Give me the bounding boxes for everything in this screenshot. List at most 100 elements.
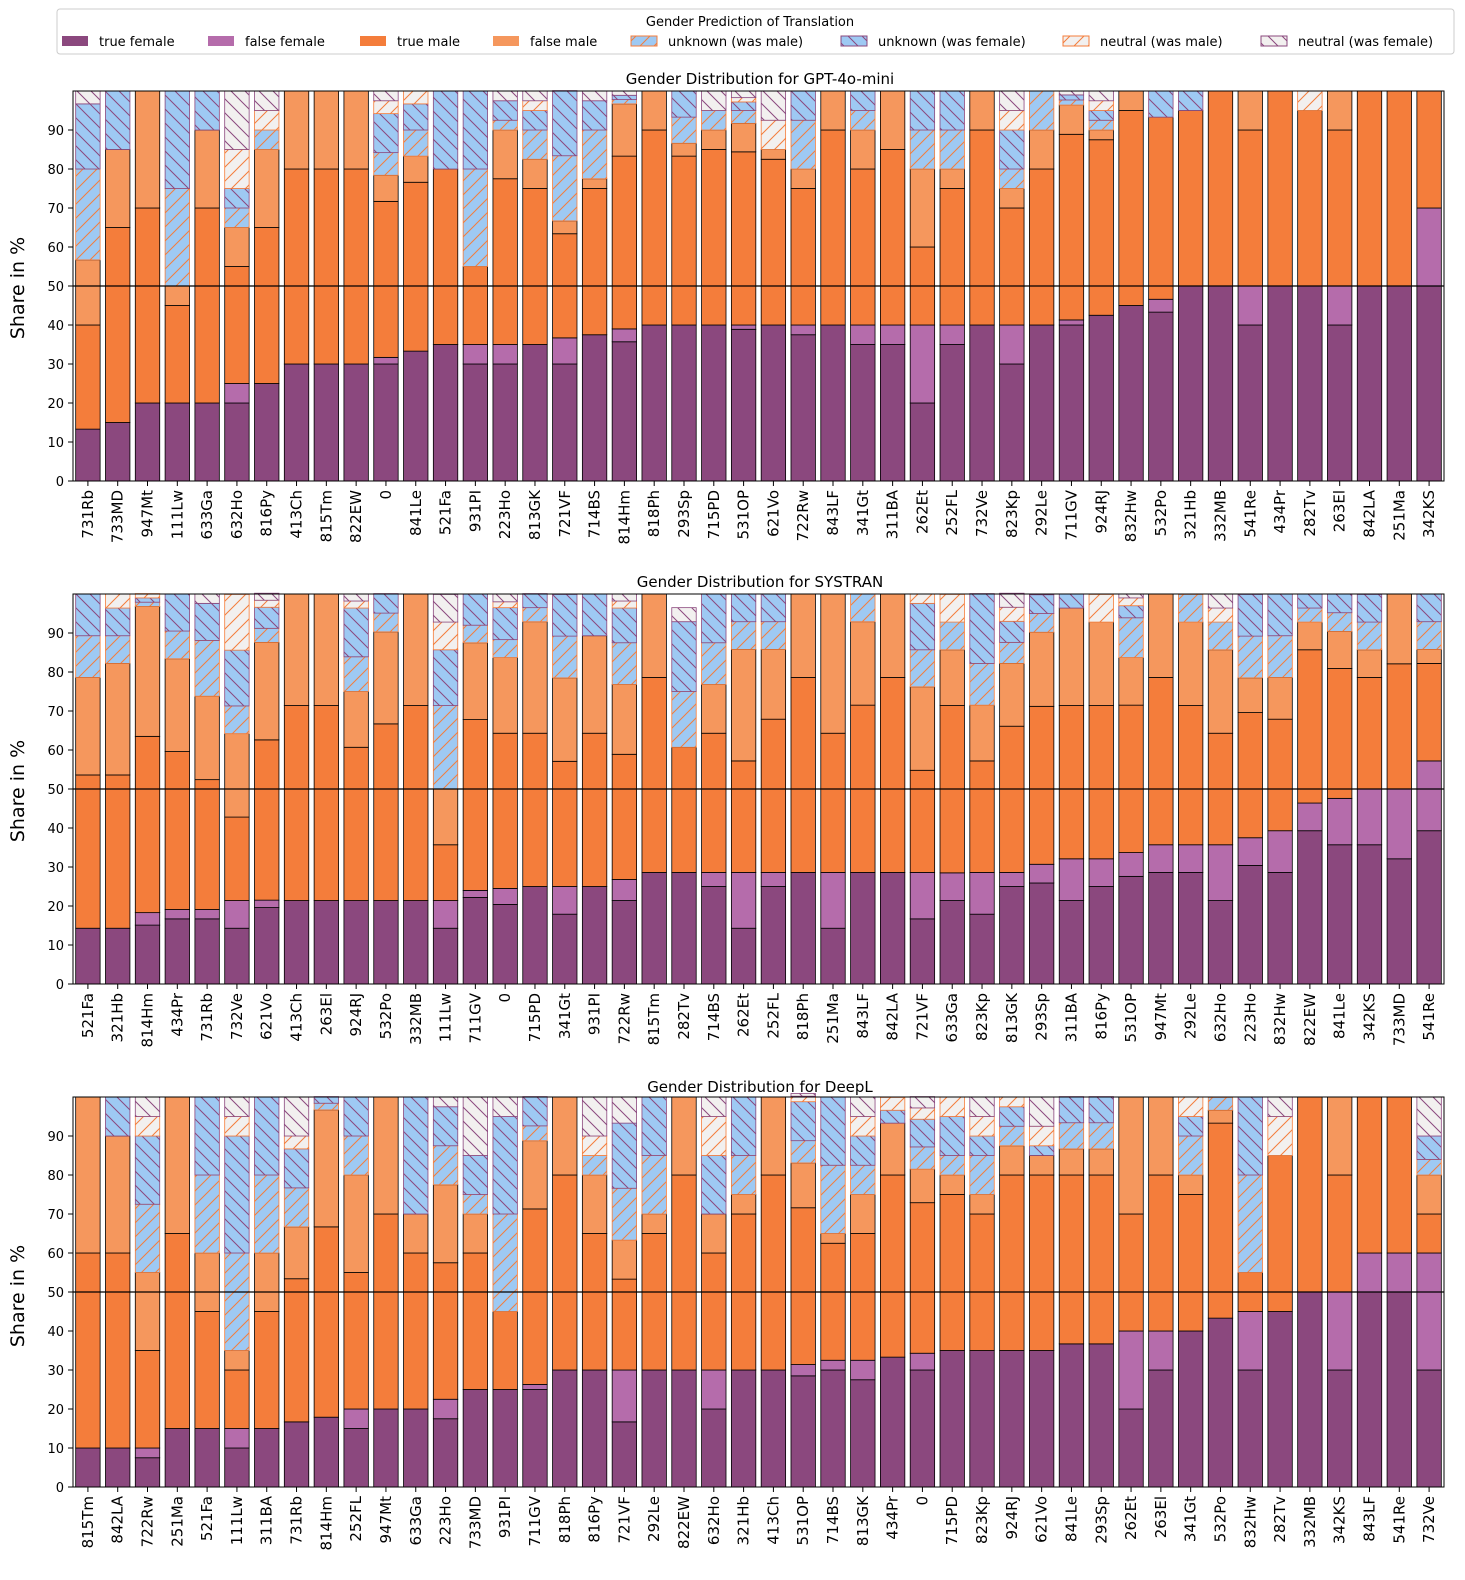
bar-segment-um	[730, 110, 757, 124]
bar-stack-532Po	[373, 593, 399, 985]
x-tick-label: 633Ga	[407, 1496, 425, 1545]
bar-segment-tf	[283, 363, 310, 482]
bar-segment-tm	[790, 1207, 816, 1365]
bar-segment-tf	[164, 1428, 190, 1488]
bar-segment-tf	[820, 927, 846, 985]
bar-segment-tm	[1237, 712, 1263, 839]
bar-segment-fm	[909, 686, 936, 771]
legend-label: neutral (was male)	[1100, 35, 1223, 50]
bar-segment-um	[909, 649, 936, 688]
bar-segment-um	[671, 691, 697, 748]
legend-swatch	[840, 35, 868, 47]
bar-segment-ff	[224, 383, 250, 404]
x-tick-label: 532Po	[1152, 490, 1170, 536]
bar-stack-924RJ	[343, 593, 369, 985]
bar-segment-nm	[969, 1116, 995, 1137]
axes: 521Fa 321Hb 814Hm 434Pr 731Rb 732Ve 621Vo 413Ch…	[47, 593, 1445, 1048]
bar-segment-tf	[432, 344, 459, 482]
bar-segment-tm	[313, 168, 339, 365]
bar-segment-um	[939, 129, 965, 170]
bar-segment-fm	[969, 1194, 995, 1215]
bar-segment-uf	[850, 90, 876, 111]
legend-item-um: unknown (was male)	[630, 35, 803, 50]
x-tick-label: 541Re	[1420, 993, 1438, 1041]
x-tick-label: 732Ve	[1420, 1496, 1438, 1543]
bar-segment-fm	[1327, 631, 1353, 669]
bar-segment-nm	[1118, 597, 1144, 607]
x-tick-label: 815Tm	[79, 1496, 97, 1548]
bar-segment-tf	[194, 918, 220, 985]
bar-segment-tm	[224, 816, 250, 901]
bar-segment-tf	[760, 324, 787, 482]
bar-segment-ff	[254, 899, 280, 908]
bar-stack-814Hm	[611, 90, 637, 482]
bar-segment-um	[254, 129, 280, 150]
bar-segment-tf	[850, 344, 876, 482]
x-tick-label: 832Hw	[1241, 1496, 1259, 1548]
bar-segment-um	[462, 1194, 488, 1215]
bar-segment-tf	[552, 913, 578, 985]
bar-segment-tm	[224, 1369, 250, 1429]
bar-segment-tf	[820, 324, 846, 482]
bar-segment-tf	[730, 328, 757, 482]
y-tick-label: 60	[47, 241, 64, 256]
bar-stack-413Ch	[283, 90, 310, 482]
bar-segment-uf	[701, 593, 727, 644]
bar-stack-262Et	[1118, 1096, 1144, 1488]
bar-segment-tf	[194, 402, 220, 482]
bar-segment-fm	[730, 648, 757, 762]
bar-segment-um	[283, 1187, 310, 1228]
bar-segment-fm	[254, 1252, 280, 1312]
bar-segment-tf	[1267, 285, 1293, 482]
bar-segment-tf	[1029, 324, 1055, 482]
bar-segment-fm	[909, 1168, 936, 1204]
bar-segment-tm	[1029, 705, 1055, 865]
x-tick-label: 251Ma	[824, 993, 842, 1044]
bar-segment-fm	[1058, 607, 1085, 706]
bar-segment-fm	[611, 1239, 637, 1280]
x-tick-label: 931PI	[466, 490, 484, 532]
bar-segment-tf	[581, 1369, 608, 1488]
x-tick-label: 633Ga	[943, 993, 961, 1042]
bar-segment-tm	[760, 718, 787, 873]
bar-segment-fm	[611, 103, 637, 157]
bar-segment-uf	[1327, 593, 1353, 614]
bar-stack-711GV	[462, 593, 488, 985]
bar-segment-tm	[1088, 139, 1114, 316]
bar-stack-531OP	[1118, 593, 1144, 985]
bar-segment-ff	[1386, 1252, 1412, 1293]
bar-segment-nm	[343, 600, 369, 609]
bar-segment-tf	[701, 324, 727, 482]
bar-segment-tm	[581, 188, 608, 336]
bar-segment-nf	[1416, 1096, 1442, 1137]
bar-segment-um	[462, 168, 488, 267]
bar-stack-282Tv	[671, 607, 697, 985]
bar-segment-tf	[1178, 872, 1204, 985]
bar-segment-fm	[164, 1096, 190, 1234]
bar-stack-321Hb	[730, 1096, 757, 1488]
x-tick-label: 711GV	[526, 1495, 544, 1546]
bar-segment-ff	[194, 909, 220, 920]
bar-segment-uf	[552, 593, 578, 637]
bar-segment-uf	[492, 607, 518, 641]
legend-swatch	[1062, 35, 1090, 47]
bar-segment-uf	[224, 188, 250, 209]
bar-segment-nm	[999, 1096, 1025, 1108]
y-tick-label: 20	[47, 1403, 64, 1418]
bar-segment-tm	[462, 719, 488, 891]
bar-segment-nf	[1029, 1096, 1055, 1127]
bar-segment-nm	[283, 1135, 310, 1150]
bar-segment-fm	[224, 227, 250, 267]
x-tick-label: 814Hm	[139, 993, 157, 1048]
bar-segment-tm	[343, 746, 369, 901]
bar-segment-fm	[283, 593, 310, 706]
bar-segment-nf	[969, 1096, 995, 1117]
x-tick-label: 823Kp	[973, 1496, 991, 1544]
bar-segment-ff	[1148, 1330, 1174, 1371]
legend-item-nm: neutral (was male)	[1062, 35, 1223, 50]
bar-segment-uf	[432, 649, 459, 706]
bar-segment-nm	[1029, 1125, 1055, 1147]
bar-segment-fm	[373, 174, 399, 202]
x-tick-label: 621Vo	[1033, 1496, 1051, 1543]
x-tick-label: 715PD	[943, 1496, 961, 1545]
